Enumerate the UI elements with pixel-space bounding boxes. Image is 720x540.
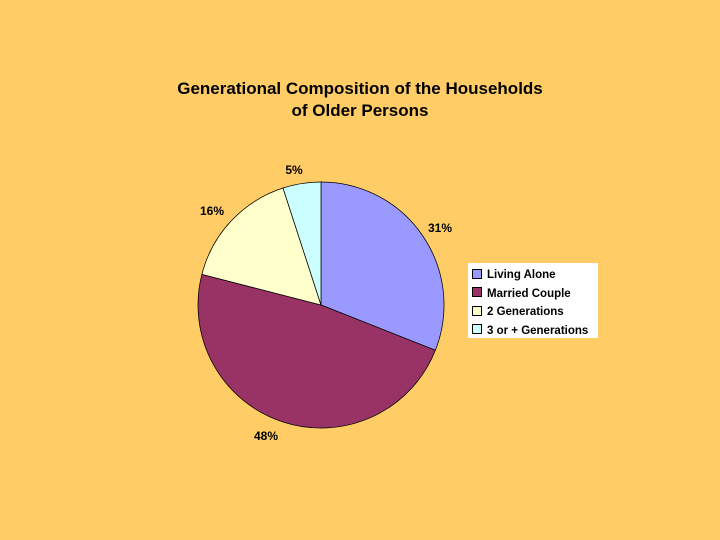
- legend-swatch-3-or-more-generations: [472, 324, 482, 335]
- pie-label-living-alone: 31%: [428, 221, 452, 235]
- legend-item-2-generations: 2 Generations: [472, 303, 598, 322]
- pie-label-married-couple: 48%: [254, 429, 278, 443]
- legend-label-living-alone: Living Alone: [487, 269, 556, 281]
- legend-label-3-or-more-generations: 3 or + Generations: [487, 324, 589, 337]
- pie-slice-married-couple: [197, 273, 436, 429]
- pie-slice-3-or-more-generations: [282, 181, 322, 306]
- pie-slice-labels: 31% 48% 16% 5%: [200, 163, 452, 443]
- legend-item-married-couple: Married Couple: [472, 285, 598, 304]
- chart-title-line-2: of Older Persons: [291, 101, 429, 120]
- chart-title-line-1: Generational Composition of the Househol…: [177, 79, 543, 98]
- legend-item-3-or-more-generations: 3 or + Generations: [472, 322, 598, 341]
- pie-label-2-generations: 16%: [200, 204, 224, 218]
- legend-label-married-couple: Married Couple: [487, 287, 571, 300]
- legend-label-2-generations: 2 Generations: [487, 306, 564, 318]
- pie-slice-living-alone: [320, 181, 445, 351]
- pie-label-3-or-more-generations: 5%: [285, 163, 303, 177]
- legend-item-living-alone: Living Alone: [472, 266, 598, 285]
- chart-title: Generational Composition of the Househol…: [0, 78, 720, 122]
- pie-slices: [197, 181, 445, 429]
- pie-slice-2-generations: [201, 187, 322, 306]
- legend: Living Alone Married Couple 2 Generation…: [468, 263, 598, 338]
- legend-swatch-married-couple: [472, 287, 482, 298]
- legend-swatch-living-alone: [472, 268, 482, 279]
- legend-swatch-2-generations: [472, 305, 482, 316]
